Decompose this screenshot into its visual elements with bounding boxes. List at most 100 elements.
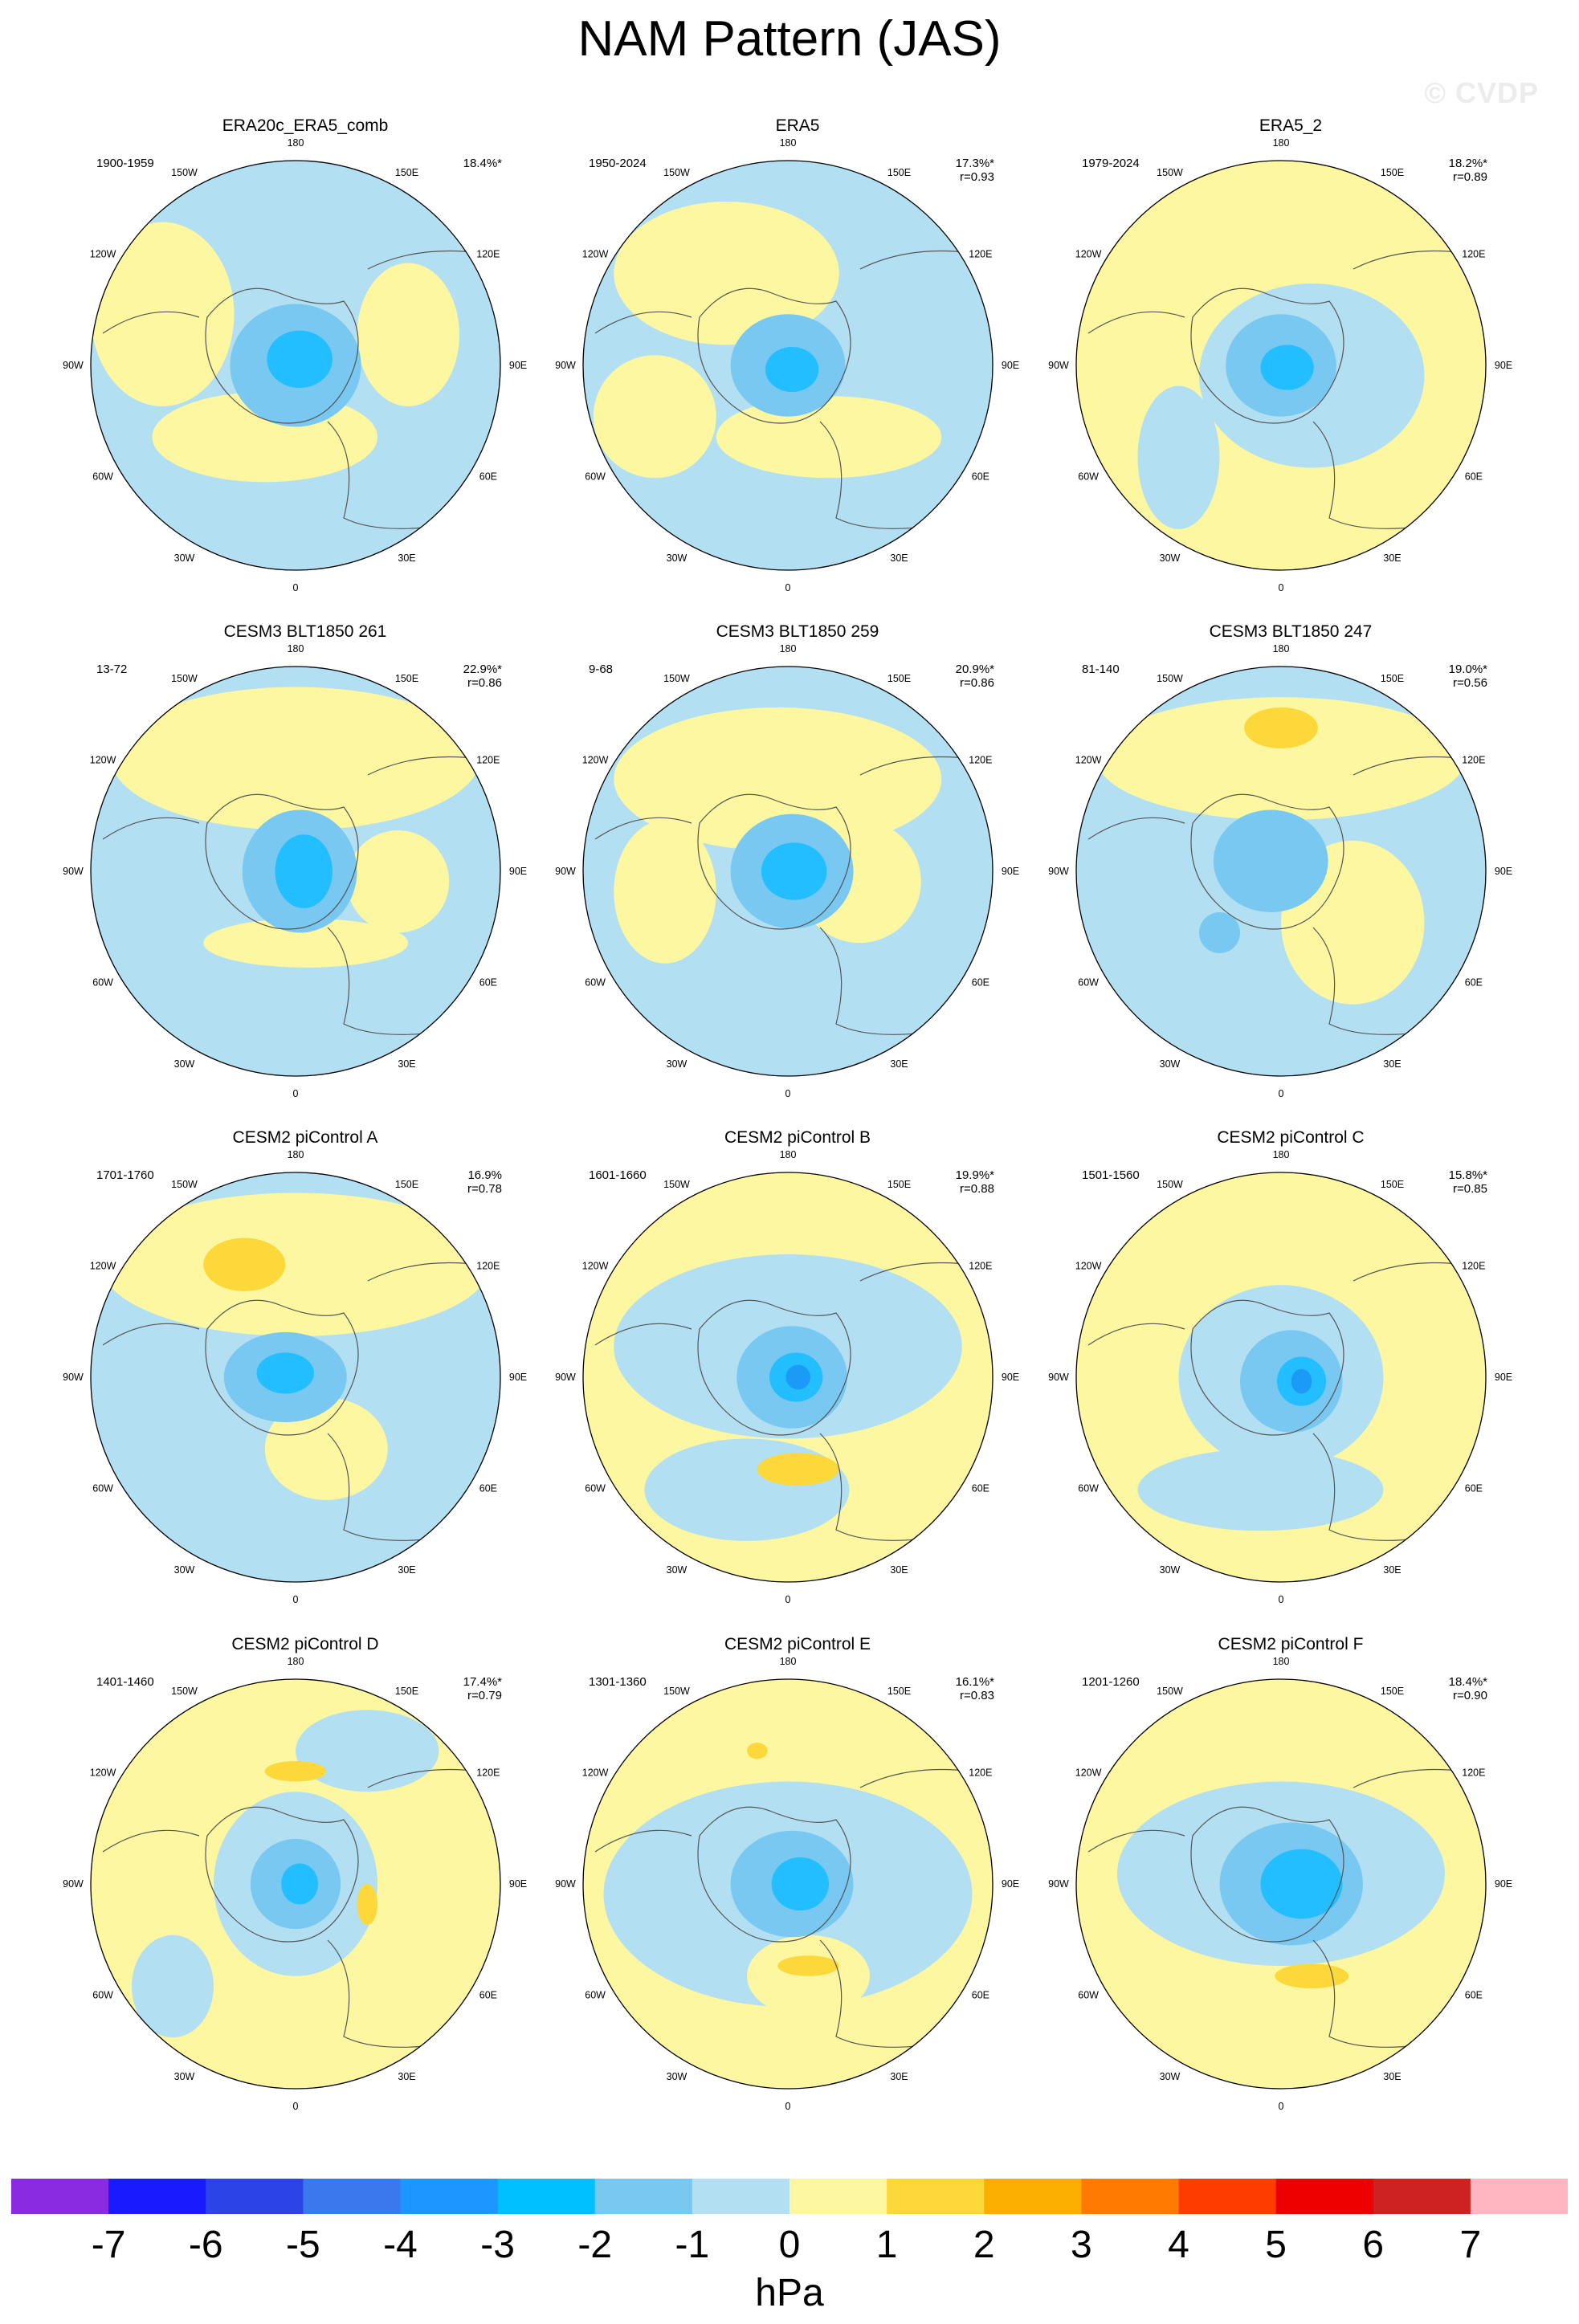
map-border [90,1172,501,1583]
colorbar-swatch [1275,2179,1374,2214]
colorbar-tick-label: 6 [1362,2224,1385,2266]
longitude-label: 120E [1462,1767,1485,1779]
longitude-label: 120W [1075,755,1102,766]
longitude-label: 150E [395,1179,418,1190]
longitude-label: 120E [969,249,992,260]
longitude-label: 90E [1002,1878,1019,1890]
longitude-label: 90E [1002,866,1019,877]
colorbar-tick-label: 7 [1459,2224,1482,2266]
longitude-label: 0 [785,1088,791,1099]
longitude-label: 90W [1048,360,1069,371]
map-border [1075,160,1487,571]
panel-title: ERA5_2 [1259,116,1323,135]
longitude-label: 120E [1462,1261,1485,1272]
longitude-label: 0 [785,1594,791,1605]
map-panel: CESM2 piControl C 1501-1560 15.8%* r=0.85 18… [1042,1128,1540,1626]
anomaly-contour [1213,809,1328,912]
longitude-label: 120W [1075,1767,1102,1779]
map-panel: CESM3 BLT1850 261 13-72 22.9%* r=0.86 180 150… [56,622,554,1120]
panel-years: 1301-1360 [589,1675,647,1689]
anomaly-contour [91,222,235,406]
variance-explained: 16.1%* [955,1675,994,1689]
anomaly-contour [765,347,819,393]
longitude-label: 150W [1157,673,1183,684]
colorbar-swatch [497,2179,596,2214]
panel-stats: 17.4%* r=0.79 [463,1675,502,1703]
longitude-label: 180 [780,1149,797,1160]
longitude-label: 60W [585,471,606,483]
anomaly-contour [785,1364,811,1390]
longitude-label: 30W [174,2071,195,2082]
map-border [1075,1678,1487,2090]
longitude-label: 30E [890,1058,908,1070]
longitude-label: 0 [1279,1594,1284,1605]
anomaly-contour [264,1761,327,1782]
coastline [1087,250,1467,529]
colorbar-tick-label: -5 [286,2224,320,2266]
longitude-label: 60E [972,1990,989,2001]
longitude-label: 0 [293,582,299,593]
panel-years: 13-72 [96,663,128,676]
longitude-label: 120E [969,1767,992,1779]
panel-stats: 16.9% r=0.78 [467,1168,502,1197]
longitude-label: 30W [667,2071,687,2082]
colorbar-swatch [206,2179,304,2214]
panel-title: ERA20c_ERA5_comb [222,116,389,135]
longitude-label: 150E [395,673,418,684]
longitude-label: 90W [555,1878,576,1890]
pattern-correlation: r=0.89 [1453,170,1487,185]
longitude-label: 150W [171,167,198,178]
polar-map: 180 150E 120E 90E 60E 30E 0 30W 60W 90W 120W 150W [63,643,527,1099]
longitude-label: 90E [1002,360,1019,371]
coastline [102,1768,481,2048]
map-panel: CESM2 piControl A 1701-1760 16.9% r=0.78 180… [56,1128,554,1626]
panel-years: 1950-2024 [589,157,647,170]
longitude-label: 180 [288,1149,304,1160]
longitude-label: 150E [887,1179,911,1190]
panel-stats: 16.1%* r=0.83 [956,1675,994,1703]
anomaly-contour [346,830,450,933]
longitude-label: 150E [395,1686,418,1697]
longitude-label: 90E [1495,866,1512,877]
longitude-label: 120W [582,1767,609,1779]
anomaly-contour [1137,1449,1384,1531]
longitude-label: 0 [785,582,791,593]
longitude-label: 60E [479,471,497,483]
colorbar-swatch [108,2179,206,2214]
anomaly-contour [1244,707,1318,748]
variance-explained: 20.9%* [955,663,994,676]
panel-stats: 19.0%* r=0.56 [1449,663,1487,691]
longitude-label: 120W [1075,1261,1102,1272]
anomaly-contour [203,1237,286,1291]
map-border [582,160,994,571]
longitude-label: 30E [398,552,415,564]
coastline [1087,1768,1467,2048]
longitude-label: 60E [479,977,497,989]
colorbar-swatch [1470,2179,1568,2214]
anomaly-contour [1096,697,1466,821]
polar-map: 180 150E 120E 90E 60E 30E 0 30W 60W 90W 120W 150W [63,137,527,593]
anomaly-contour [267,330,333,389]
longitude-label: 30E [398,1058,415,1070]
pattern-correlation: r=0.79 [467,1689,502,1703]
figure-title: NAM Pattern (JAS) [577,11,1002,67]
colorbar-swatch [790,2179,887,2214]
map-border [90,1678,501,2090]
longitude-label: 90W [63,1372,84,1383]
longitude-label: 150E [1381,167,1404,178]
coastline [102,250,481,529]
anomaly-contour [644,1438,850,1541]
colorbar-tick-label: 3 [1071,2224,1092,2266]
longitude-label: 180 [288,643,304,654]
colorbar-swatch [1373,2179,1471,2214]
colorbar-swatch [887,2179,985,2214]
longitude-label: 30E [398,2071,415,2082]
anomaly-contour [1260,1849,1343,1919]
longitude-label: 0 [1279,2101,1284,2112]
map-panel: CESM3 BLT1850 259 9-68 20.9%* r=0.86 180 150E… [549,622,1047,1120]
anomaly-contour [1137,385,1220,529]
longitude-label: 30W [1160,1564,1181,1576]
longitude-label: 90W [63,360,84,371]
panel-title: CESM3 BLT1850 247 [1209,622,1373,641]
anomaly-contour [264,1397,388,1500]
